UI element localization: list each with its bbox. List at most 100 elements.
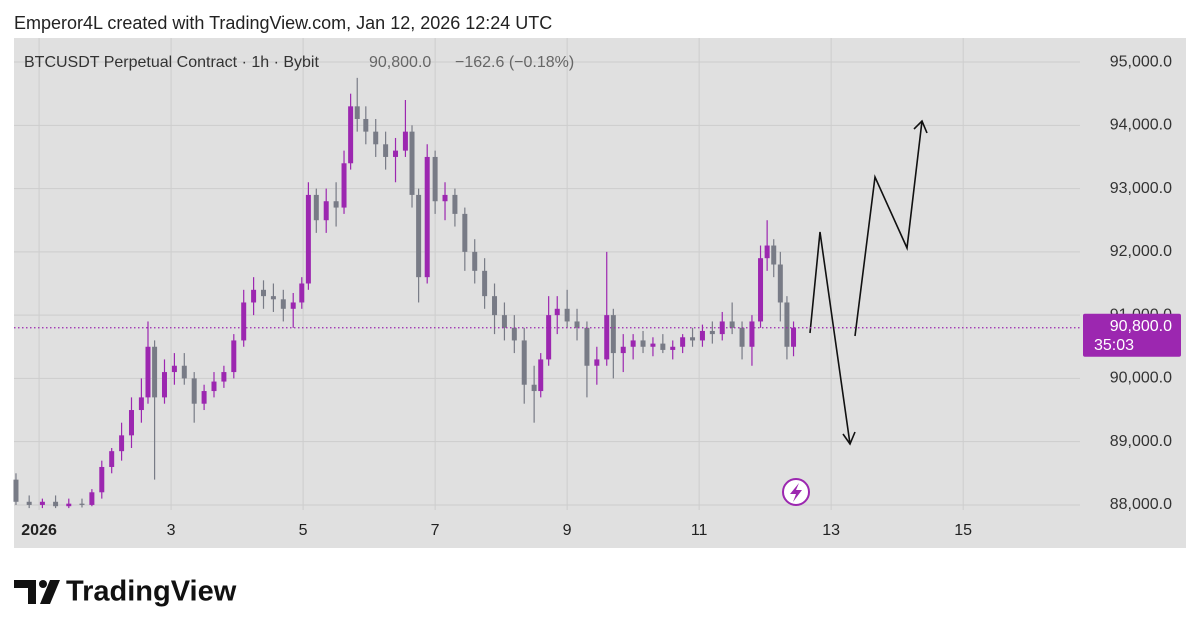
x-tick-label: 3 [167, 522, 176, 539]
candle-body [432, 156, 438, 202]
candle-body [393, 150, 399, 157]
candle-body [521, 340, 527, 385]
candle-body [299, 283, 305, 303]
candle-body [564, 308, 570, 322]
x-tick-label: 2026 [21, 522, 57, 539]
candle-body [109, 451, 115, 467]
candle-body [784, 302, 790, 347]
candle-body [462, 213, 468, 252]
candle-body [354, 106, 360, 119]
candle-body [409, 131, 415, 195]
candle-body [620, 346, 626, 354]
candle-body [26, 501, 32, 505]
chart-pane [14, 38, 1186, 548]
y-tick-label: 95,000.0 [1110, 53, 1172, 70]
candle-body [363, 118, 369, 132]
candle-body [709, 330, 715, 335]
candle-body [574, 321, 580, 328]
candle-body [729, 321, 735, 328]
brand-logo: TradingView [14, 576, 237, 608]
candle-body [482, 270, 488, 297]
candle-body [181, 365, 187, 379]
projection-drawing [809, 119, 928, 446]
candle-body [670, 346, 676, 350]
candle-body [138, 397, 144, 411]
y-tick-label: 92,000.0 [1110, 243, 1172, 260]
chart-title: BTCUSDT Perpetual Contract · 1h · Bybit [24, 54, 319, 71]
y-tick-label: 88,000.0 [1110, 496, 1172, 513]
candle-body [128, 410, 134, 436]
candle-body [373, 131, 379, 145]
header-change: −162.6 (−0.18%) [455, 54, 574, 71]
credit: Emperor4L created with TradingView.com, … [14, 13, 552, 33]
y-tick-label: 89,000.0 [1110, 433, 1172, 450]
candle-body [333, 201, 339, 208]
candle-body [791, 327, 797, 347]
candle-body [323, 201, 329, 221]
candle-body [261, 289, 267, 297]
candle-body [313, 194, 319, 221]
candle-body [270, 296, 276, 300]
candle-body [201, 391, 207, 404]
candle-body [231, 340, 237, 373]
candle-body [771, 245, 777, 265]
candle-body [99, 466, 105, 493]
candle-body [472, 251, 478, 271]
candle-body [13, 479, 19, 502]
brand-name: TradingView [66, 576, 237, 608]
header-price: 90,800.0 [369, 54, 431, 71]
candle-body [119, 435, 125, 452]
candle-body [39, 501, 45, 505]
candle-body [53, 501, 59, 507]
candle-body [152, 346, 158, 398]
candle-body [145, 346, 151, 398]
candle-body [640, 340, 646, 347]
candle-body [452, 194, 458, 214]
arrow-head [842, 431, 856, 446]
price-label-box [1083, 313, 1181, 357]
candle-body [604, 315, 610, 360]
candle-body [211, 381, 217, 392]
candle-body [89, 492, 95, 505]
candle-body [699, 330, 705, 341]
candle-body [348, 106, 354, 164]
y-tick-label: 90,000.0 [1110, 370, 1172, 387]
lightning-icon [782, 478, 810, 506]
candle-body [251, 289, 257, 303]
candle-body [690, 337, 696, 341]
candle-body [758, 258, 764, 322]
x-tick-label: 15 [954, 522, 972, 539]
candle-body [383, 144, 389, 157]
x-tick-label: 11 [691, 522, 708, 539]
y-tick-label: 93,000.0 [1110, 180, 1172, 197]
candle-body [280, 299, 286, 309]
candle-body [680, 337, 686, 347]
candle-body [305, 194, 311, 284]
candle-body [650, 343, 656, 347]
candle-body [538, 359, 544, 392]
projection-line [809, 231, 851, 445]
candle-body [660, 343, 666, 350]
candle-body [749, 321, 755, 347]
x-tick-label: 7 [431, 522, 440, 539]
price-label: 90,800.0 [1110, 318, 1172, 335]
candle-body [290, 302, 296, 309]
candle-body [584, 327, 590, 366]
candle-body [66, 503, 72, 507]
projection-line [854, 120, 923, 337]
candle-body [241, 302, 247, 341]
y-tick-label: 94,000.0 [1110, 117, 1172, 134]
x-tick-label: 5 [299, 522, 308, 539]
candle-body [511, 327, 517, 341]
candle-body [610, 315, 616, 354]
candle-body [424, 156, 430, 278]
candle-body [191, 378, 197, 404]
candle-body [546, 315, 552, 360]
candle-body [531, 384, 537, 392]
candle-body [79, 503, 85, 505]
countdown: 35:03 [1094, 337, 1134, 354]
candle-body [161, 372, 167, 398]
x-tick-label: 9 [563, 522, 572, 539]
candle-body [594, 359, 600, 366]
candles [13, 77, 797, 509]
